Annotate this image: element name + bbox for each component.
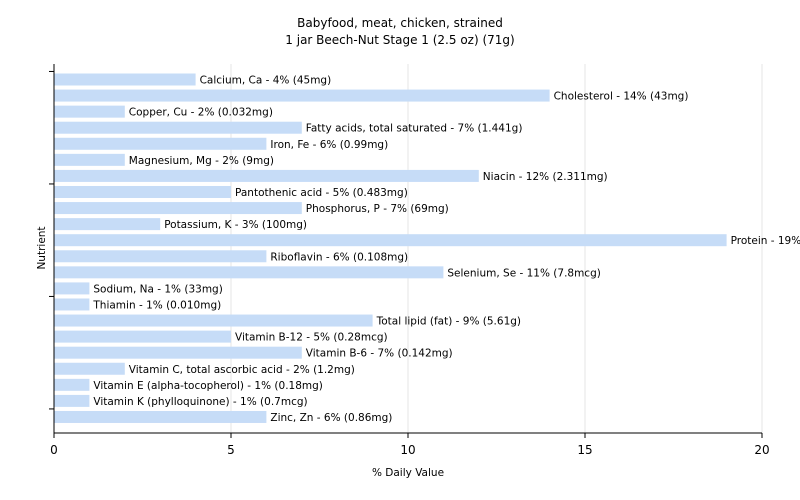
bar — [54, 394, 90, 407]
bar-label: Vitamin E (alpha-tocopherol) - 1% (0.18m… — [93, 380, 323, 392]
bar-label: Phosphorus, P - 7% (69mg) — [306, 203, 449, 215]
bar-label: Niacin - 12% (2.311mg) — [483, 171, 608, 183]
bar — [54, 314, 373, 327]
bar — [54, 202, 302, 215]
x-tick-label: 10 — [400, 443, 415, 457]
bar — [54, 330, 231, 343]
bar — [54, 89, 550, 102]
bar-label: Copper, Cu - 2% (0.032mg) — [129, 107, 273, 119]
bar — [54, 137, 267, 150]
bar — [54, 218, 161, 231]
bar-label: Iron, Fe - 6% (0.99mg) — [270, 139, 388, 151]
bar — [54, 362, 125, 375]
x-tick-label: 15 — [577, 443, 592, 457]
bar — [54, 266, 444, 279]
chart-title: Babyfood, meat, chicken, strained — [297, 16, 503, 30]
bar — [54, 346, 302, 359]
bars: Calcium, Ca - 4% (45mg) Cholesterol - 14%… — [54, 73, 800, 424]
bar — [54, 378, 90, 391]
bar — [54, 105, 125, 118]
bar — [54, 73, 196, 86]
bar-label: Thiamin - 1% (0.010mg) — [92, 299, 221, 311]
bar-label: Total lipid (fat) - 9% (5.61g) — [376, 316, 521, 328]
bar-label: Fatty acids, total saturated - 7% (1.441… — [306, 123, 523, 135]
bar-label: Sodium, Na - 1% (33mg) — [93, 283, 222, 295]
bar-label: Magnesium, Mg - 2% (9mg) — [129, 155, 274, 167]
bar-label: Vitamin C, total ascorbic acid - 2% (1.2… — [129, 364, 355, 376]
grid-lines — [230, 64, 763, 433]
bar — [54, 298, 90, 311]
bar-label: Selenium, Se - 11% (7.8mcg) — [447, 267, 600, 279]
bar-label: Potassium, K - 3% (100mg) — [164, 219, 307, 231]
bar-label: Pantothenic acid - 5% (0.483mg) — [235, 187, 408, 199]
bar — [54, 185, 231, 198]
bar — [54, 250, 267, 263]
x-axis-label: % Daily Value — [372, 467, 444, 479]
bar-label: Calcium, Ca - 4% (45mg) — [200, 75, 332, 87]
bar-label: Vitamin B-6 - 7% (0.142mg) — [306, 348, 453, 360]
bar — [54, 282, 90, 295]
bar-label: Vitamin K (phylloquinone) - 1% (0.7mcg) — [93, 396, 307, 408]
bar — [54, 410, 267, 423]
y-axis-label: Nutrient — [36, 226, 48, 269]
x-tick-label: 0 — [50, 443, 58, 457]
bar — [54, 153, 125, 166]
chart-subtitle: 1 jar Beech-Nut Stage 1 (2.5 oz) (71g) — [285, 33, 514, 47]
bar — [54, 169, 479, 182]
x-tick-label: 5 — [227, 443, 235, 457]
bar-label: Cholesterol - 14% (43mg) — [554, 91, 689, 103]
bar-label: Riboflavin - 6% (0.108mg) — [270, 251, 408, 263]
x-tick-label: 20 — [754, 443, 769, 457]
axes: 0 5 10 15 20 — [49, 64, 770, 457]
bar — [54, 234, 727, 247]
bar-label: Vitamin B-12 - 5% (0.28mcg) — [235, 332, 388, 344]
bar-label: Protein - 19% (9.73g) — [731, 235, 800, 247]
bar — [54, 121, 302, 134]
bar-label: Zinc, Zn - 6% (0.86mg) — [270, 412, 392, 424]
